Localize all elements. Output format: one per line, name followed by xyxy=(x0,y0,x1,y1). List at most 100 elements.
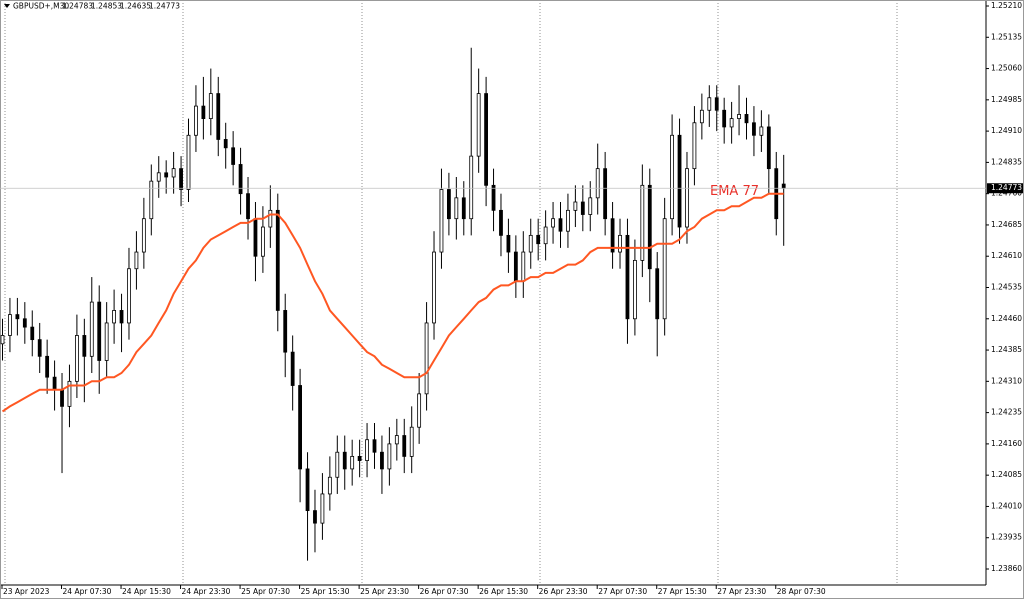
candle-body xyxy=(677,134,682,228)
candle-body xyxy=(513,251,518,282)
candle-body xyxy=(633,259,637,320)
candle-body xyxy=(231,147,236,165)
candle-body xyxy=(469,155,474,220)
candle-body xyxy=(290,351,295,386)
candle-body xyxy=(752,122,756,136)
y-tick-label: 1.24160 xyxy=(991,439,1022,448)
candle-body xyxy=(707,97,712,111)
y-tick-label: 1.24010 xyxy=(991,501,1022,510)
y-tick-label: 1.24685 xyxy=(991,220,1022,229)
header-open: 1.24783 xyxy=(62,2,93,11)
candle-body xyxy=(112,310,116,324)
candle-body xyxy=(506,234,511,253)
candle-body xyxy=(298,385,303,470)
candle-body xyxy=(283,310,288,353)
candle-body xyxy=(551,218,555,228)
candle-body xyxy=(15,314,20,320)
candle-body xyxy=(127,268,131,324)
menu-arrow xyxy=(4,4,10,8)
y-tick-label: 1.25060 xyxy=(991,64,1022,73)
candle-body xyxy=(0,335,5,345)
candle-body xyxy=(714,97,719,111)
candle-body xyxy=(30,326,35,341)
candle-body xyxy=(722,109,727,128)
candle-body xyxy=(313,510,317,524)
candle-body xyxy=(201,105,206,120)
candle-body xyxy=(528,234,533,253)
candle-body xyxy=(744,114,749,124)
candle-body xyxy=(67,380,72,407)
candle-body xyxy=(536,234,541,245)
x-tick-label: 27 Apr 23:30 xyxy=(717,587,766,596)
candle-body xyxy=(97,301,102,361)
candle-body xyxy=(223,139,228,149)
candle-body xyxy=(417,393,422,428)
x-tick-label: 24 Apr 07:30 xyxy=(63,587,112,596)
candle-body xyxy=(491,184,496,211)
x-tick-label: 25 Apr 07:30 xyxy=(241,587,290,596)
x-tick-label: 26 Apr 07:30 xyxy=(420,587,469,596)
header-close: 1.24773 xyxy=(149,2,180,11)
candle-body xyxy=(454,197,459,220)
candle-body xyxy=(216,93,221,140)
candle-body xyxy=(275,209,280,311)
candle-body xyxy=(729,118,734,128)
candle-body xyxy=(305,468,310,512)
candle-body xyxy=(409,426,414,457)
candle-body xyxy=(588,197,593,215)
header-low: 1.24635 xyxy=(120,2,151,11)
candle-body xyxy=(104,322,109,361)
candle-body xyxy=(45,355,50,378)
candle-body xyxy=(781,183,786,189)
candle-body xyxy=(82,335,87,357)
candle-body xyxy=(759,126,764,136)
candle-body xyxy=(573,201,578,211)
x-tick-label: 25 Apr 23:30 xyxy=(360,587,409,596)
candle-body xyxy=(365,439,369,461)
candle-body xyxy=(655,268,660,320)
candle-body xyxy=(141,218,146,253)
candle-body xyxy=(8,314,12,336)
candle-body xyxy=(372,439,377,453)
x-tick-label: 27 Apr 15:30 xyxy=(658,587,707,596)
candle-body xyxy=(164,172,169,178)
y-tick-label: 1.24535 xyxy=(991,283,1022,292)
y-tick-label: 1.24610 xyxy=(991,251,1022,260)
candle-body xyxy=(380,451,384,470)
candle-body xyxy=(60,389,64,407)
candle-body xyxy=(424,322,429,395)
candle-body xyxy=(171,168,176,178)
candle-body xyxy=(357,455,362,461)
candle-body xyxy=(89,301,94,357)
candle-body xyxy=(260,226,265,257)
candle-body xyxy=(566,209,570,232)
candle-body xyxy=(52,376,57,391)
chart-title: GBPUSD+,M30 xyxy=(13,2,69,11)
candle-body xyxy=(446,189,451,220)
candle-body xyxy=(558,218,563,232)
candle-body xyxy=(335,451,340,478)
candle-body xyxy=(692,122,697,170)
x-tick-label: 28 Apr 07:30 xyxy=(777,587,826,596)
candle-body xyxy=(685,168,689,228)
candle-body xyxy=(737,114,741,119)
candle-body xyxy=(640,184,645,261)
x-tick-label: 23 Apr 2023 xyxy=(3,587,50,596)
candle-body xyxy=(662,218,667,320)
candle-body xyxy=(253,218,258,257)
candle-body xyxy=(521,251,526,282)
candle-body xyxy=(22,318,27,328)
y-tick-label: 1.24985 xyxy=(991,95,1022,104)
candle-body xyxy=(439,189,444,253)
candle-body xyxy=(432,251,436,324)
candle-body xyxy=(194,105,198,136)
candle-body xyxy=(543,226,548,245)
header-high: 1.24853 xyxy=(91,2,122,11)
candle-body xyxy=(461,197,466,220)
y-tick-label: 1.25210 xyxy=(991,1,1022,10)
candle-body xyxy=(327,476,332,495)
candle-body xyxy=(402,435,407,457)
candle-body xyxy=(342,451,347,470)
